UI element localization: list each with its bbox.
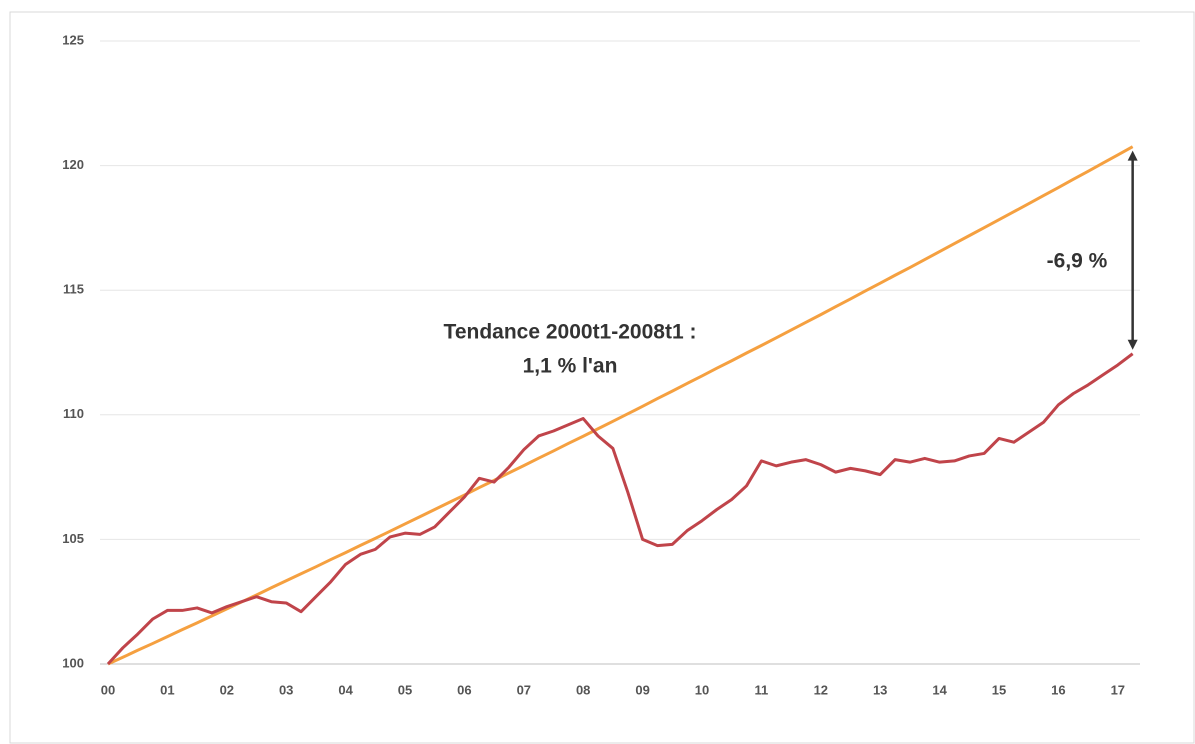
x-tick-label: 17 bbox=[1111, 682, 1125, 697]
x-tick-label: 13 bbox=[873, 682, 887, 697]
x-tick-label: 16 bbox=[1051, 682, 1065, 697]
frame bbox=[9, 11, 1195, 744]
series-line bbox=[106, 352, 1134, 666]
x-tick-label: 09 bbox=[635, 682, 649, 697]
arrow-head bbox=[1127, 339, 1138, 350]
y-tick-label: 105 bbox=[62, 531, 84, 546]
annotation: -6,9 % bbox=[1047, 250, 1108, 273]
annotation: Tendance 2000t1-2008t1 : bbox=[444, 321, 697, 344]
x-tick-label: 03 bbox=[279, 682, 293, 697]
annotation: 1,1 % l'an bbox=[523, 355, 618, 378]
x-tick-label: 05 bbox=[398, 682, 412, 697]
x-tick-label: 07 bbox=[517, 682, 531, 697]
series-line bbox=[107, 145, 1134, 666]
x-tick-label: 15 bbox=[992, 682, 1006, 697]
x-tick-label: 12 bbox=[814, 682, 828, 697]
x-tick-label: 02 bbox=[220, 682, 234, 697]
arrow-head bbox=[1127, 150, 1138, 161]
x-tick-label: 04 bbox=[338, 682, 353, 697]
x-tick-label: 10 bbox=[695, 682, 709, 697]
y-tick-label: 100 bbox=[62, 655, 84, 670]
y-tick-label: 125 bbox=[62, 32, 84, 47]
x-tick-label: 01 bbox=[160, 682, 174, 697]
y-tick-label: 115 bbox=[63, 282, 84, 297]
x-tick-label: 00 bbox=[101, 682, 115, 697]
x-tick-label: 11 bbox=[755, 682, 769, 697]
x-tick-label: 14 bbox=[932, 682, 947, 697]
y-tick-label: 110 bbox=[63, 406, 84, 421]
y-tick-label: 120 bbox=[62, 157, 84, 172]
x-tick-label: 08 bbox=[576, 682, 590, 697]
x-tick-label: 06 bbox=[457, 682, 471, 697]
